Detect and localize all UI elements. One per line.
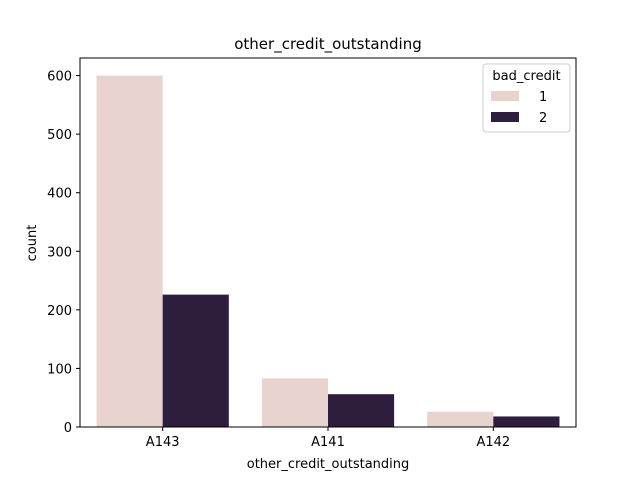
legend-label-2: 2 <box>539 111 547 126</box>
bar-A143-series-1 <box>96 75 163 428</box>
x-tick-label: A143 <box>146 435 180 450</box>
legend: bad_credit 1 2 <box>482 63 571 133</box>
y-tick-label: 500 <box>47 128 72 143</box>
y-tick-label: 600 <box>47 70 72 85</box>
legend-swatch-1 <box>491 91 519 101</box>
y-tick-label: 0 <box>64 421 72 436</box>
y-tick-label: 100 <box>47 362 72 377</box>
y-axis-label: count <box>25 225 40 262</box>
plot-area: 0 100 200 300 400 500 600 A143 A141 A142 <box>47 57 577 450</box>
x-axis-label: other_credit_outstanding <box>247 457 410 472</box>
x-tick-label: A141 <box>311 435 345 450</box>
bar-A142-series-2 <box>493 416 560 427</box>
y-tick-label: 300 <box>47 245 72 260</box>
legend-title: bad_credit <box>492 69 560 84</box>
bar-A143-series-2 <box>162 294 229 427</box>
bar-A141-series-1 <box>261 378 328 427</box>
x-tick-label: A142 <box>476 435 510 450</box>
legend-label-1: 1 <box>539 90 547 105</box>
bar-A141-series-2 <box>328 394 395 427</box>
y-tick-label: 200 <box>47 304 72 319</box>
bar-A142-series-1 <box>427 411 494 427</box>
y-tick-label: 400 <box>47 187 72 202</box>
chart-title: other_credit_outstanding <box>234 35 422 54</box>
legend-swatch-2 <box>491 112 519 122</box>
